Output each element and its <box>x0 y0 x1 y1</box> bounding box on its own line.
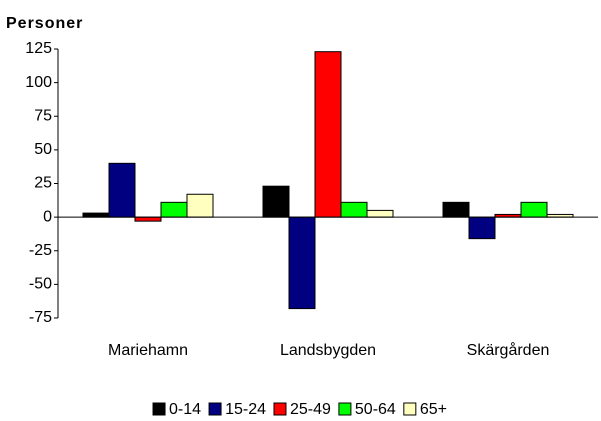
x-tick-label: Mariehamn <box>108 342 188 359</box>
y-tick-label: 100 <box>25 74 52 91</box>
y-tick-label: 125 <box>25 40 52 57</box>
legend-label: 65+ <box>420 401 447 418</box>
bar <box>186 193 214 218</box>
legend-label: 50-64 <box>355 401 396 418</box>
y-axis-title: Personer <box>6 15 83 32</box>
bar <box>288 216 316 310</box>
bar <box>366 209 394 218</box>
bar <box>134 216 162 222</box>
bar <box>160 201 188 218</box>
bar <box>314 51 342 218</box>
y-tick-label: 50 <box>34 141 52 158</box>
bar <box>108 162 136 218</box>
legend-swatch <box>338 402 352 416</box>
bar <box>520 201 548 218</box>
legend-swatch <box>273 402 287 416</box>
y-tick-label: 25 <box>34 175 52 192</box>
legend-label: 15-24 <box>225 401 266 418</box>
legend-swatch <box>152 402 166 416</box>
y-tick-label: -25 <box>29 242 52 259</box>
y-tick-label: -75 <box>29 309 52 326</box>
y-tick-label: 0 <box>43 208 52 225</box>
legend-label: 25-49 <box>290 401 331 418</box>
legend-swatch <box>403 402 417 416</box>
x-tick-label: Landsbygden <box>280 342 376 359</box>
bar <box>442 201 470 218</box>
legend-label: 0-14 <box>169 401 201 418</box>
x-tick-label: Skärgården <box>467 341 550 359</box>
bar <box>340 201 368 218</box>
legend-swatch <box>208 402 222 416</box>
bar <box>82 212 110 218</box>
y-tick-label: 75 <box>34 107 52 124</box>
legend: 0-14 15-24 25-49 50-64 65+ <box>152 401 447 418</box>
bar <box>468 216 496 240</box>
y-tick-label: -50 <box>29 276 52 293</box>
bar <box>262 185 290 218</box>
